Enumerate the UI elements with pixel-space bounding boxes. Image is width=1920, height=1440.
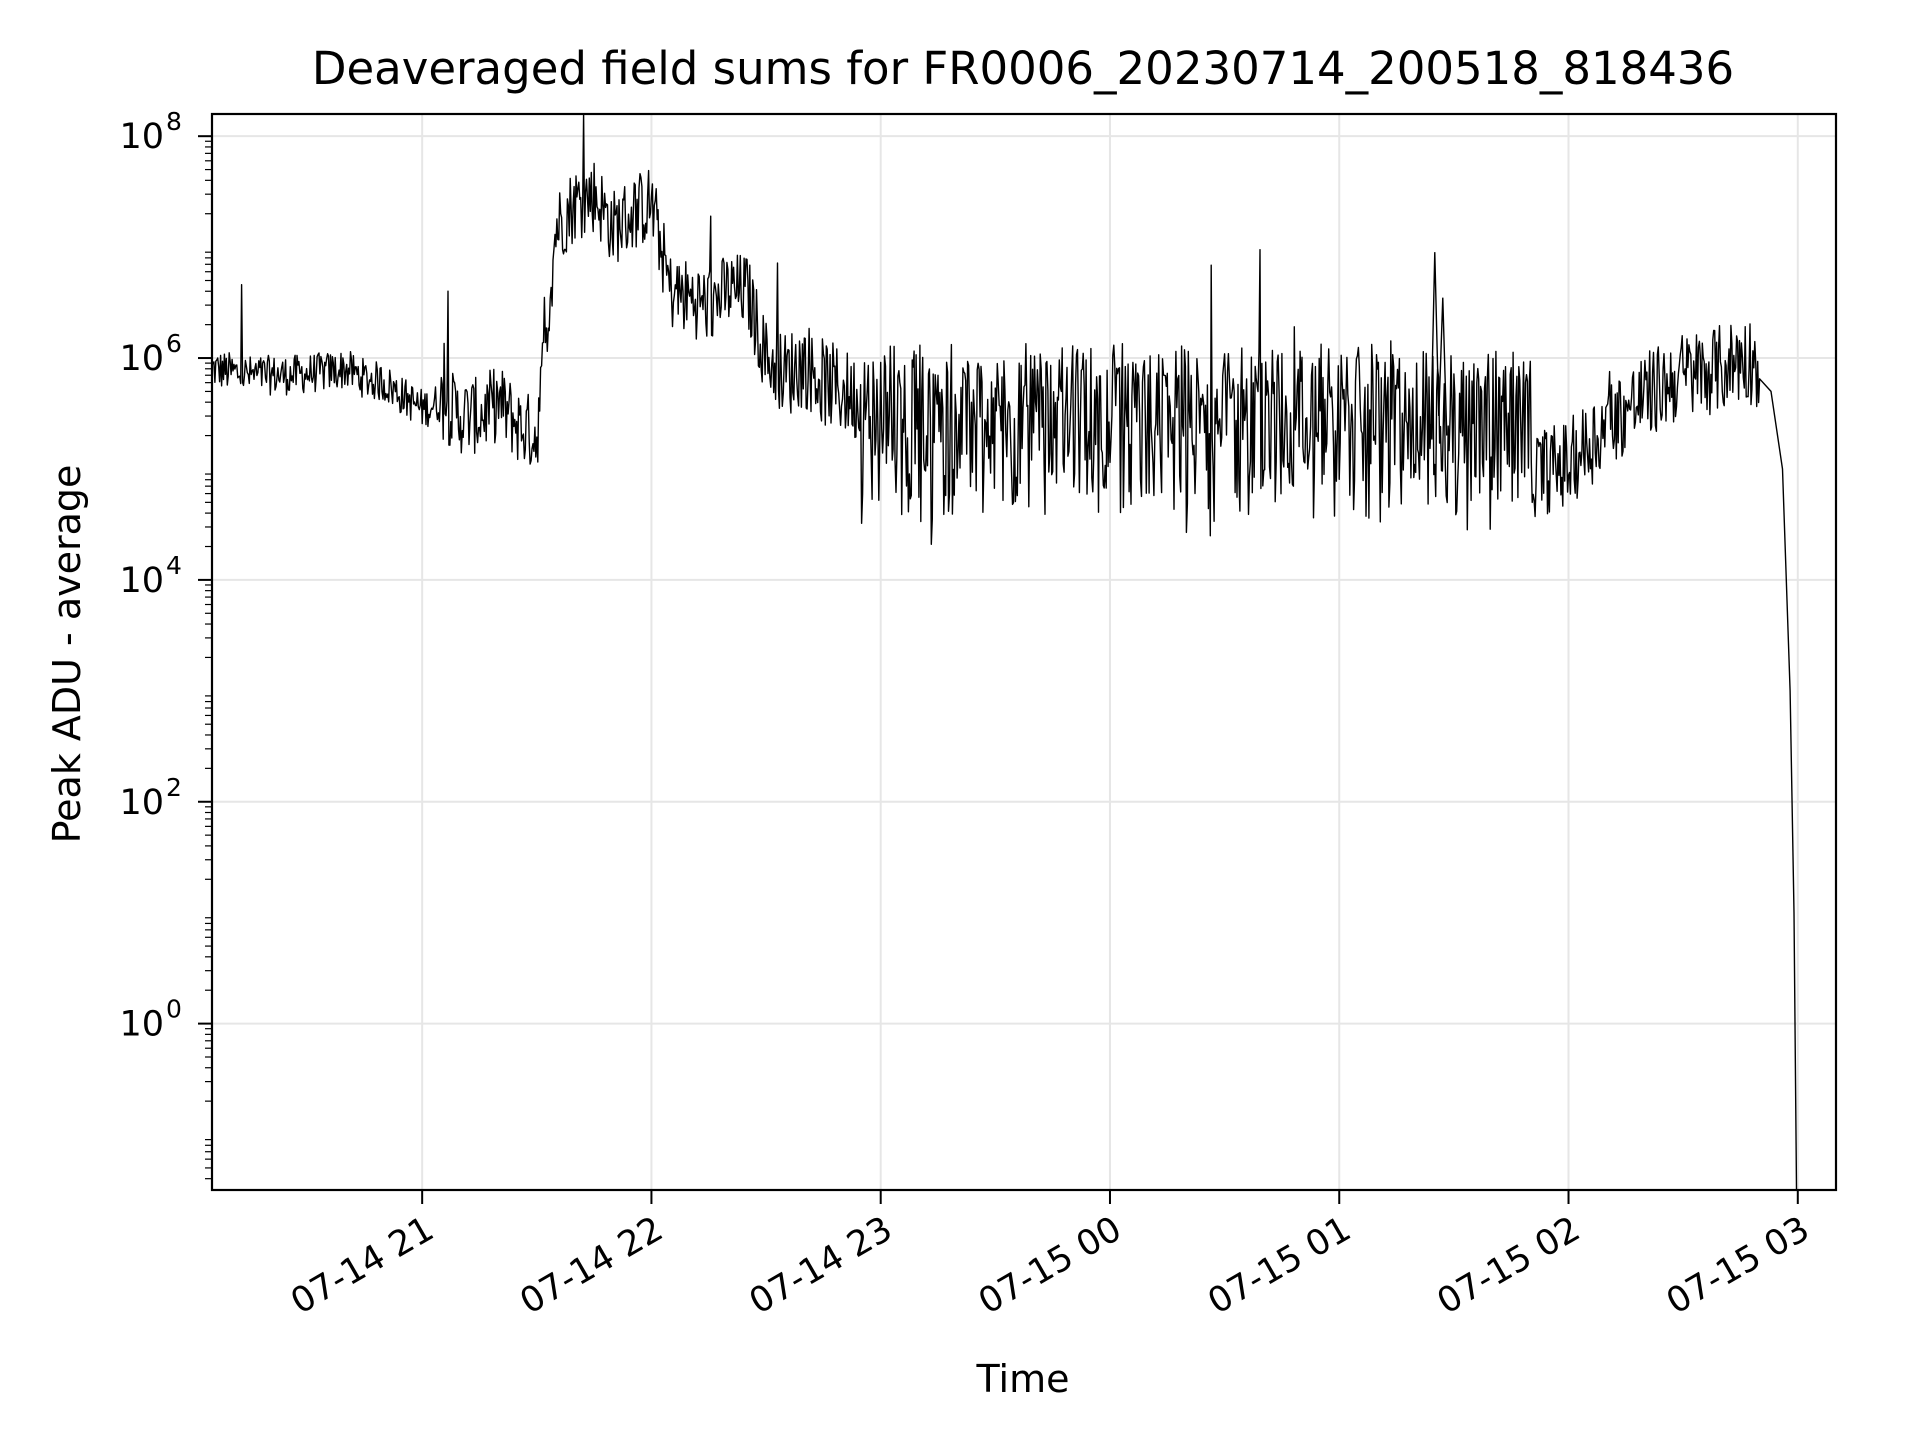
y-tick-exponent: 6 xyxy=(166,329,182,358)
chart-title: Deaveraged field sums for FR0006_2023071… xyxy=(312,42,1734,95)
y-tick-exponent: 0 xyxy=(166,995,182,1024)
y-minor-ticks xyxy=(205,140,212,1180)
y-tick-exponent: 4 xyxy=(166,551,182,580)
y-tick-base: 10 xyxy=(119,1005,164,1045)
series-spike xyxy=(1430,252,1448,436)
y-tick-base: 10 xyxy=(119,339,164,379)
y-tick-exponent: 2 xyxy=(166,773,182,802)
series-line xyxy=(212,114,1798,1190)
x-axis-label: Time xyxy=(976,1357,1070,1401)
y-tick-label: 10 xyxy=(119,561,164,601)
y-tick-label: 10 xyxy=(119,339,164,379)
data-layer xyxy=(212,114,1798,1190)
y-tick-base: 10 xyxy=(119,783,164,823)
y-tick-base: 10 xyxy=(119,117,164,157)
plot-frame xyxy=(210,112,1838,1192)
y-tick-label: 10 xyxy=(119,1005,164,1045)
y-axis-label: Peak ADU - average xyxy=(45,465,89,844)
grid xyxy=(212,114,1836,1190)
y-tick-label: 10 xyxy=(119,783,164,823)
y-tick-exponent: 8 xyxy=(166,107,182,136)
y-tick-base: 10 xyxy=(119,561,164,601)
y-tick-label: 10 xyxy=(119,117,164,157)
